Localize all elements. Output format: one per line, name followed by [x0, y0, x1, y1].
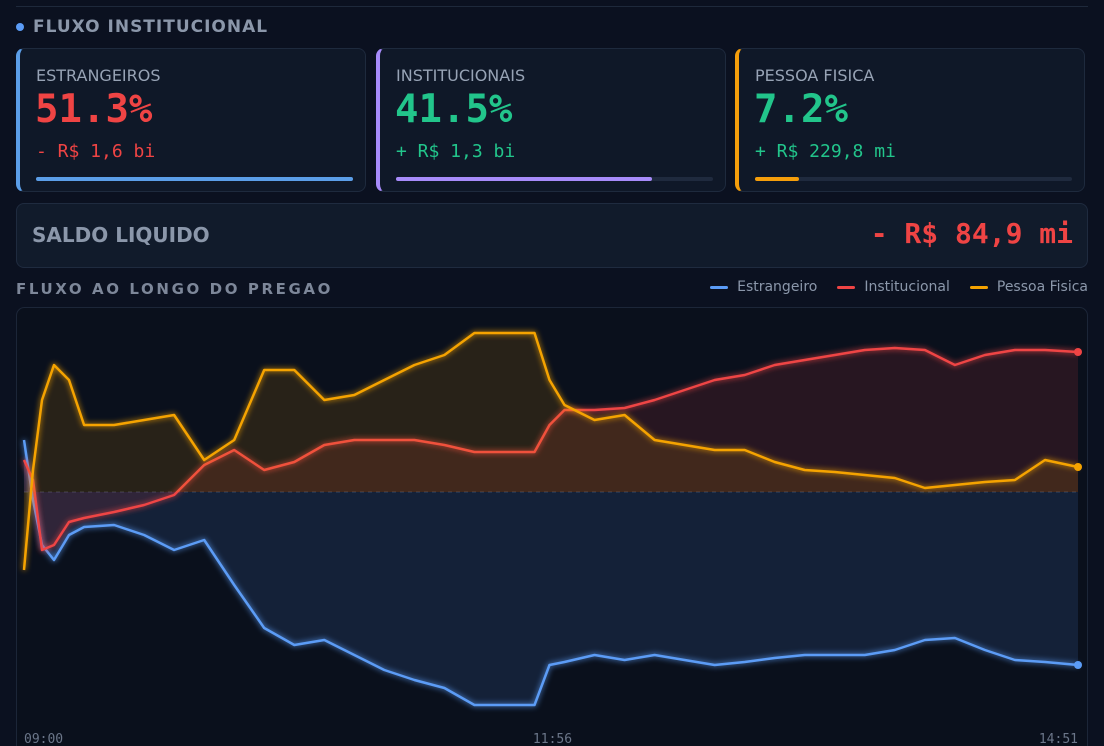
progress-bar	[36, 177, 353, 181]
legend-label: Institucional	[864, 279, 950, 295]
bullet	[16, 23, 24, 31]
card-amount: - R$ 1,6 bi	[36, 141, 156, 162]
progress-track	[36, 177, 353, 181]
progress-track	[396, 177, 713, 181]
legend-label: Estrangeiro	[737, 279, 818, 295]
saldo-label: SALDO LIQUIDO	[32, 223, 210, 247]
card-percent: 51.3%	[35, 87, 153, 132]
end-point	[1074, 661, 1082, 669]
chart-title: FLUXO AO LONGO DO PREGAO	[16, 280, 333, 298]
legend: Estrangeiro Institucional Pessoa Fisica	[710, 279, 1088, 295]
legend-swatch	[837, 285, 856, 289]
card-label: PESSOA FISICA	[755, 66, 875, 85]
line	[22, 331, 1079, 571]
saldo-value: - R$ 84,9 mi	[870, 217, 1073, 250]
section-title: FLUXO INSTITUCIONAL	[33, 17, 269, 37]
card: PESSOA FISICA 7.2% + R$ 229,8 mi	[735, 48, 1085, 192]
card-label: INSTITUCIONAIS	[396, 66, 526, 85]
line	[22, 346, 1079, 552]
card-label: ESTRANGEIROS	[36, 66, 161, 85]
progress-bar	[396, 177, 653, 181]
line	[22, 439, 1079, 707]
area	[24, 440, 1078, 705]
legend-item: Pessoa Fisica	[969, 279, 1088, 295]
area	[24, 348, 1078, 550]
chart-panel	[16, 307, 1088, 746]
progress-track	[755, 177, 1072, 181]
card-amount: + R$ 229,8 mi	[755, 141, 896, 162]
legend-swatch	[969, 285, 988, 289]
legend-item: Institucional	[837, 279, 950, 295]
legend-swatch	[710, 285, 729, 289]
card-percent: 7.2%	[754, 87, 848, 132]
x-tick-label: 11:56	[533, 732, 572, 746]
x-tick-label: 14:51	[1039, 732, 1078, 746]
area	[24, 333, 1078, 570]
card-percent: 41.5%	[395, 87, 513, 132]
legend-label: Pessoa Fisica	[996, 279, 1088, 295]
saldo-card: SALDO LIQUIDO - R$ 84,9 mi	[16, 203, 1088, 268]
card: ESTRANGEIROS 51.3% - R$ 1,6 bi	[16, 48, 366, 192]
end-point	[1074, 463, 1082, 471]
divider	[16, 6, 1088, 7]
card-amount: + R$ 1,3 bi	[396, 141, 516, 162]
section-header: FLUXO INSTITUCIONAL	[16, 17, 268, 37]
end-point	[1074, 348, 1082, 356]
legend-item: Estrangeiro	[710, 279, 817, 295]
x-tick-label: 09:00	[24, 732, 63, 746]
progress-bar	[755, 177, 800, 181]
card: INSTITUCIONAIS 41.5% + R$ 1,3 bi	[376, 48, 726, 192]
